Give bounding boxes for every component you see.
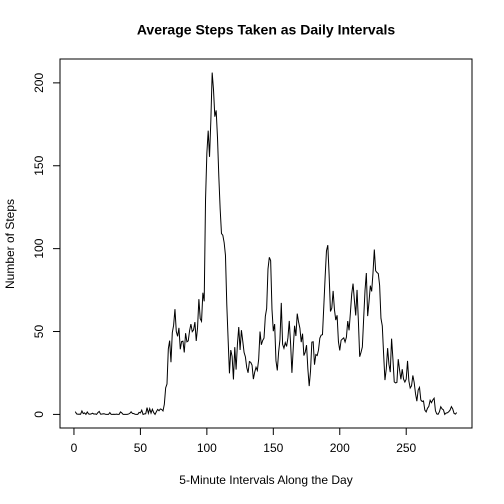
x-tick-label: 100 [197, 441, 217, 455]
x-axis-label: 5-Minute Intervals Along the Day [179, 473, 352, 487]
x-tick-label: 50 [134, 441, 148, 455]
x-tick-label: 0 [71, 441, 78, 455]
data-line [74, 72, 458, 416]
plot-box [59, 58, 473, 429]
x-tick-label: 150 [263, 441, 283, 455]
y-tick-label: 200 [32, 73, 46, 93]
y-axis-label: Number of Steps [3, 199, 17, 289]
y-tick-label: 0 [32, 411, 46, 418]
y-tick-label: 100 [32, 238, 46, 258]
y-tick-label: 150 [32, 155, 46, 175]
y-tick-label: 50 [32, 325, 46, 339]
x-tick-label: 200 [330, 441, 350, 455]
x-tick-label: 250 [396, 441, 416, 455]
chart-title: Average Steps Taken as Daily Intervals [137, 22, 396, 38]
